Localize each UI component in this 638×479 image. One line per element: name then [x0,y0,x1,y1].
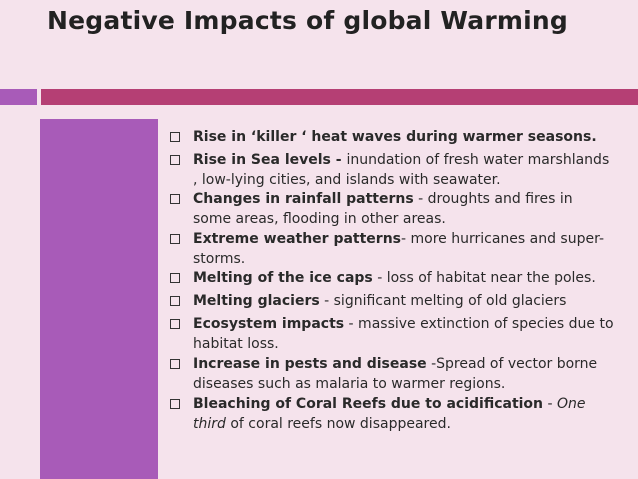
item-text-end: of coral reefs now disappeared. [225,416,451,432]
item-text: - loss of habitat near the poles. [372,270,596,286]
item-heading: Ecosystem impacts [193,316,345,332]
item-text: - [543,396,557,412]
square-bullet-icon [170,296,180,306]
item-heading: Melting of the ice caps [193,270,373,286]
item-text: - significant melting of old glaciers [319,293,567,309]
item-heading: Melting glaciers [193,293,320,309]
square-bullet-icon [170,273,180,283]
accent-bar-right [41,89,638,105]
item-heading: Bleaching of Coral Reefs due to acidific… [193,396,544,412]
item-text: inundation of fresh water marshlands , l… [193,152,610,188]
item-emphasis: One third [193,396,586,432]
square-bullet-icon [170,194,180,204]
item-text: -Spread of vector borne diseases such as… [193,356,598,392]
square-bullet-icon [170,399,180,409]
list-item: Bleaching of Coral Reefs due to acidific… [170,394,615,434]
side-panel [40,119,158,479]
square-bullet-icon [170,155,180,165]
list-item: Melting of the ice caps - loss of habita… [170,268,615,288]
item-heading: Changes in rainfall patterns [193,191,414,207]
item-heading: Extreme weather patterns [193,231,402,247]
list-item: Rise in ‘killer ‘ heat waves during warm… [170,127,615,147]
square-bullet-icon [170,359,180,369]
square-bullet-icon [170,319,180,329]
item-heading: Increase in pests and disease [193,356,427,372]
item-text: - massive extinction of species due to h… [193,316,614,352]
list-item: Increase in pests and disease -Spread of… [170,354,615,394]
item-text: - more hurricanes and super-storms. [193,231,605,267]
square-bullet-icon [170,132,180,142]
list-item: Extreme weather patterns- more hurricane… [170,229,615,269]
square-bullet-icon [170,234,180,244]
accent-bar-left [0,89,37,105]
list-item: Melting glaciers - significant melting o… [170,291,615,311]
item-heading: Rise in ‘killer ‘ heat waves during warm… [193,129,597,145]
list-item: Rise in Sea levels - inundation of fresh… [170,150,615,190]
list-item: Ecosystem impacts - massive extinction o… [170,314,615,354]
slide-title: Negative Impacts of global Warming [47,6,569,35]
item-text: - droughts and fires in some areas, floo… [193,191,573,227]
list-item: Changes in rainfall patterns - droughts … [170,189,615,229]
item-heading: Rise in Sea levels - [193,152,347,168]
